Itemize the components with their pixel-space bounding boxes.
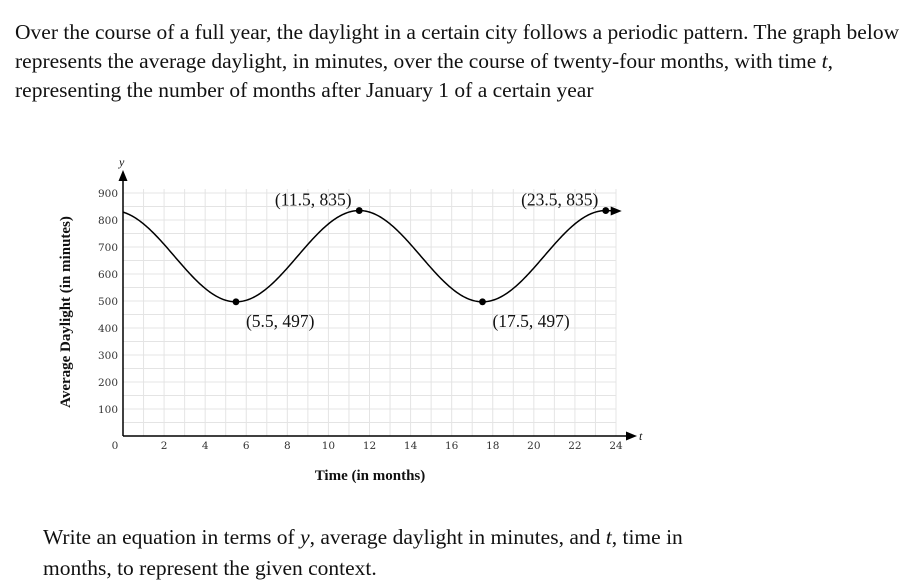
x-tick-label: 16	[445, 440, 459, 452]
y-tick-label: 800	[98, 215, 118, 227]
data-point	[356, 207, 363, 214]
y-tick-label: 400	[98, 323, 118, 335]
x-tick-label: 2	[161, 440, 168, 452]
daylight-curve	[123, 211, 606, 302]
x-axis-arrow	[626, 432, 637, 441]
x-tick-label: 18	[486, 440, 499, 452]
point-label: (5.5, 497)	[246, 311, 315, 331]
y-tick-label: 200	[98, 377, 118, 389]
x-tick-label: 14	[404, 440, 418, 452]
question-text-1: Write an equation in terms of	[43, 525, 300, 549]
x-tick-label: 12	[363, 440, 376, 452]
y-tick-label: 100	[98, 404, 118, 416]
x-tick-label: 6	[243, 440, 250, 452]
x-tick-label: 8	[284, 440, 291, 452]
y-axis-label: Average Daylight (in minutes)	[58, 216, 74, 408]
data-point	[479, 298, 486, 305]
y-tick-label: 700	[98, 242, 118, 254]
chart-axes	[119, 170, 638, 441]
intro-text-1: Over the course of a full year, the dayl…	[15, 20, 899, 73]
y-tick-label: 300	[98, 350, 118, 362]
question-paragraph: Write an equation in terms of y, average…	[43, 522, 683, 584]
x-axis-letter: t	[639, 429, 643, 443]
origin-label: 0	[112, 440, 119, 452]
x-tick-label: 4	[202, 440, 209, 452]
data-point	[233, 298, 240, 305]
x-tick-label: 22	[568, 440, 581, 452]
data-point	[602, 207, 609, 214]
y-tick-label: 900	[98, 188, 118, 200]
point-label: (23.5, 835)	[521, 190, 598, 210]
x-tick-label: 24	[609, 440, 623, 452]
y-tick-label: 500	[98, 296, 118, 308]
intro-paragraph: Over the course of a full year, the dayl…	[15, 18, 910, 105]
y-axis-letter: y	[118, 155, 125, 169]
y-axis-arrow	[119, 170, 128, 181]
x-tick-label: 20	[527, 440, 540, 452]
question-text-2: , average daylight in minutes, and	[310, 525, 606, 549]
question-var-y: y	[300, 525, 310, 549]
point-label: (17.5, 497)	[492, 311, 569, 331]
x-axis-label: Time (in months)	[315, 468, 426, 484]
y-tick-label: 600	[98, 269, 118, 281]
point-label: (11.5, 835)	[275, 190, 352, 210]
x-tick-label: 10	[322, 440, 335, 452]
